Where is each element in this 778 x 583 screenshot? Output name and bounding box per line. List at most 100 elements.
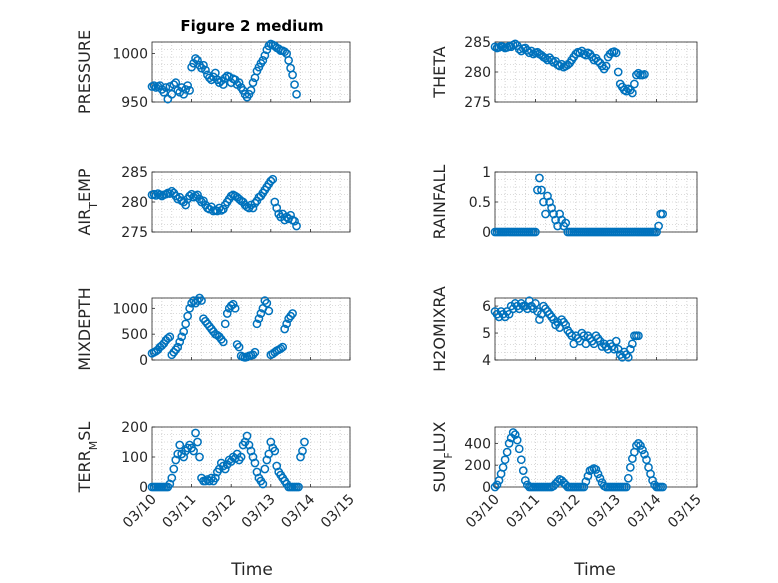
data-point (510, 39, 520, 49)
data-point (177, 332, 187, 342)
data-point (191, 428, 200, 438)
data-point (193, 437, 202, 447)
data-point (625, 463, 635, 472)
data-point (260, 464, 270, 474)
data-point (290, 80, 299, 89)
x-tick-label: 03/12 (544, 492, 584, 532)
data-point (248, 78, 258, 87)
data-point (561, 320, 571, 330)
data-point (258, 479, 268, 489)
data-point (199, 196, 208, 206)
data-point (636, 441, 645, 450)
data-point (294, 482, 303, 492)
data-point (183, 81, 192, 90)
x-tick-label: 03/12 (199, 492, 239, 532)
figure-title: Figure 2 medium (180, 17, 323, 35)
panel-terr_msl: 0 100 200 03/10 03/11 03/12 03/13 03/14 03/15 TER… (75, 420, 358, 531)
data-point (165, 332, 175, 342)
data-point (533, 185, 542, 195)
panel-sun_flux: 0 200 400 03/10 03/11 03/12 03/13 03/14 03/15 SUN… (430, 421, 705, 531)
y-tick-label: 6 (482, 299, 491, 315)
data-point (492, 480, 502, 490)
data-point (193, 56, 202, 65)
y-tick-label: 0 (482, 480, 491, 496)
data-point (625, 344, 635, 354)
data-point (266, 176, 276, 186)
data-point (246, 86, 256, 95)
y-tick-label: 400 (464, 436, 491, 452)
y-tick-label: 285 (464, 35, 491, 51)
x-axis-label-left: Time (230, 560, 273, 580)
data-point (654, 221, 663, 231)
data-point (234, 342, 244, 352)
data-point (579, 482, 589, 492)
data-point (205, 73, 214, 83)
panel-mixdepth: 0 500 1000 MIXDEPTH (75, 287, 351, 371)
data-point (262, 298, 272, 308)
y-tick-label: 280 (464, 65, 491, 81)
data-point (161, 83, 171, 92)
data-point (280, 47, 290, 57)
data-point (218, 204, 228, 214)
y-axis-label: RAINFALL (430, 165, 449, 240)
data-point (230, 303, 240, 313)
y-axis-label: PRESSURE (75, 30, 94, 114)
data-point (185, 191, 194, 201)
y-tick-label: 0 (139, 480, 148, 496)
y-tick-label: 285 (121, 165, 148, 181)
data-point (228, 299, 238, 309)
data-point (583, 471, 593, 481)
y-axis-label: THETA (430, 46, 449, 98)
panel-theta: 275 280 285 THETA (430, 35, 698, 111)
data-point (658, 209, 668, 219)
data-point (648, 476, 657, 485)
data-point (634, 439, 643, 448)
y-tick-label: 0 (482, 225, 491, 241)
data-point (286, 210, 295, 220)
data-point (260, 51, 270, 60)
data-point (298, 446, 307, 456)
y-axis-label: SUNFLUX (430, 421, 455, 492)
data-point (173, 342, 183, 352)
data-point (642, 455, 651, 465)
data-point (149, 81, 159, 90)
x-tick-label: 03/11 (160, 492, 200, 532)
data-point (623, 352, 633, 362)
data-point (185, 86, 194, 95)
data-point (514, 444, 524, 454)
data-point (638, 445, 647, 455)
data-point (535, 173, 544, 183)
y-tick-label: 1000 (112, 301, 148, 317)
y-axis-label: AIRTEMP (75, 168, 100, 235)
data-point (169, 464, 179, 474)
data-point (537, 185, 546, 195)
data-point (514, 44, 524, 54)
panel-rainfall: 0 0.5 1 RAINFALL (430, 165, 698, 241)
data-point (630, 79, 639, 89)
data-point (553, 221, 562, 231)
data-point (250, 198, 260, 208)
data-point (242, 431, 252, 441)
data-point (524, 48, 534, 58)
data-point (561, 218, 571, 228)
data-point (268, 174, 278, 184)
data-point (270, 446, 280, 456)
data-point (609, 344, 619, 354)
data-point (288, 309, 297, 318)
data-point (658, 482, 668, 492)
data-point (490, 482, 500, 492)
data-point (581, 477, 591, 486)
x-tick-label: 03/15 (665, 492, 705, 532)
data-point (500, 455, 510, 465)
data-point (516, 455, 526, 465)
data-point (169, 80, 179, 89)
y-tick-label: 280 (121, 195, 148, 211)
y-tick-label: 275 (464, 95, 491, 111)
data-point (601, 61, 611, 71)
data-point (634, 331, 643, 341)
data-point (510, 430, 520, 439)
x-tick-label: 03/10 (120, 492, 160, 532)
y-tick-label: 200 (121, 420, 148, 436)
data-point (278, 342, 288, 352)
axes-frame (151, 41, 351, 103)
